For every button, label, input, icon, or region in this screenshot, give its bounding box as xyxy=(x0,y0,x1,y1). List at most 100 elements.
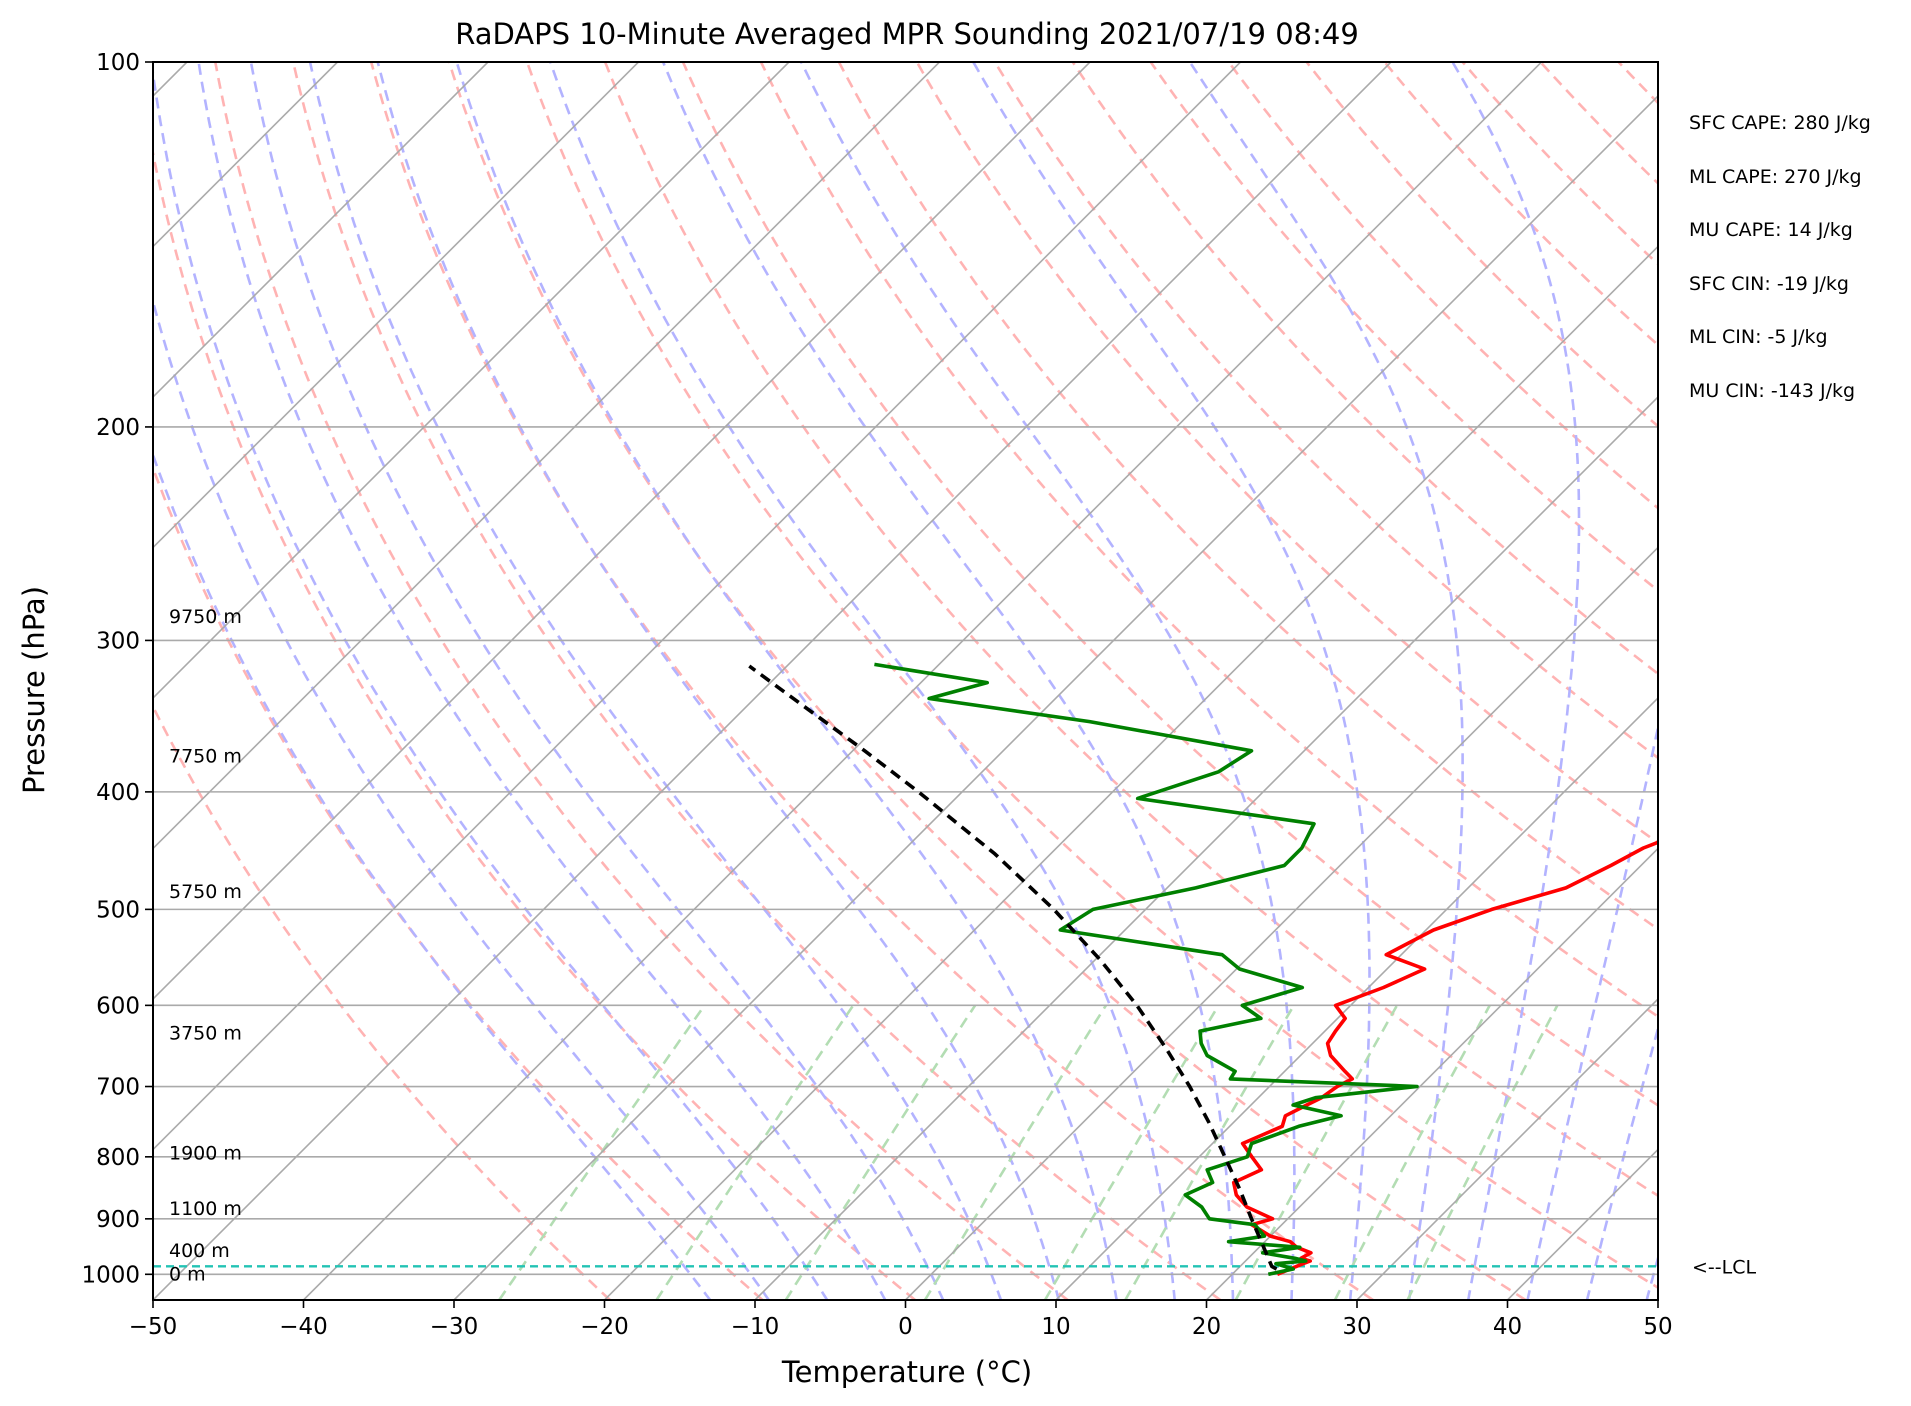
moist-adiabat xyxy=(1188,62,1464,1300)
moist-adiabat xyxy=(308,62,1003,1300)
moist-adiabat xyxy=(249,62,945,1300)
height-label: 400 m xyxy=(169,1240,230,1262)
mixing-ratio-line xyxy=(1406,1004,1559,1300)
moist-adiabat xyxy=(1451,62,1581,1300)
ticks: −50 −40 −30 −20 −10 0 10 20 30 40 50 100 200 300 400 50… xyxy=(81,50,1672,1340)
y-tick-label: 300 xyxy=(96,628,140,654)
moist-adiabat xyxy=(197,62,887,1300)
isotherm xyxy=(153,62,489,399)
height-label: 9750 m xyxy=(169,606,242,628)
mixing-ratio-line xyxy=(655,1004,855,1300)
isotherm xyxy=(153,62,1091,1001)
x-tick-label: 10 xyxy=(1041,1314,1070,1340)
mixing-ratio-line xyxy=(498,1004,706,1300)
dry-adiabat xyxy=(1539,62,1658,186)
isotherm xyxy=(153,62,941,850)
mixing-ratio-line xyxy=(923,1004,1108,1300)
stat-ml-cape: ML CAPE: 270 J/kg xyxy=(1689,166,1862,188)
grid xyxy=(153,62,1658,1300)
height-label: 7750 m xyxy=(169,745,242,767)
mixing-ratio-line xyxy=(1124,1004,1295,1300)
dry-adiabat xyxy=(214,62,1069,1300)
moist-adiabat xyxy=(153,64,829,1300)
x-tick-label: −10 xyxy=(731,1314,780,1340)
dry-adiabat xyxy=(1071,62,1658,676)
series xyxy=(748,662,1658,1277)
isotherm xyxy=(302,62,1543,1300)
moist-adiabat xyxy=(972,62,1371,1300)
dewpoint-profile xyxy=(874,662,1419,1277)
x-tick-label: 0 xyxy=(898,1314,913,1340)
chart-title: RaDAPS 10-Minute Averaged MPR Sounding 2… xyxy=(455,17,1359,51)
y-tick-label: 400 xyxy=(96,780,140,806)
isotherm xyxy=(153,62,1392,1300)
mixing-ratio-line xyxy=(784,1004,977,1300)
isotherm xyxy=(153,62,1242,1151)
dry-adiabat xyxy=(1305,62,1658,428)
dry-adiabat xyxy=(291,62,1222,1300)
x-tick-label: 30 xyxy=(1342,1314,1371,1340)
x-tick-label: −30 xyxy=(430,1314,479,1340)
y-tick-label: 800 xyxy=(96,1145,140,1171)
x-tick-label: 40 xyxy=(1493,1314,1522,1340)
stat-sfc-cape: SFC CAPE: 280 J/kg xyxy=(1689,112,1871,134)
isotherm xyxy=(904,546,1658,1300)
dry-adiabat xyxy=(1149,62,1658,593)
moist-adiabat xyxy=(1585,1023,1658,1300)
height-label: 0 m xyxy=(169,1263,206,1285)
stats-panel: SFC CAPE: 280 J/kg ML CAPE: 270 J/kg MU … xyxy=(1689,112,1871,402)
isotherm xyxy=(153,62,640,549)
parcel-profile xyxy=(748,664,1278,1271)
dry-adiabat xyxy=(603,62,1658,1198)
isotherm xyxy=(1657,1298,1658,1300)
y-tick-label: 900 xyxy=(96,1207,140,1233)
x-axis-label: Temperature (°C) xyxy=(781,1355,1032,1389)
height-label: 3750 m xyxy=(169,1023,242,1045)
y-tick-label: 700 xyxy=(96,1075,140,1101)
moist-adiabat xyxy=(661,62,1235,1300)
y-tick-label: 500 xyxy=(96,897,140,923)
isotherm xyxy=(1205,847,1658,1300)
stat-sfc-cin: SFC CIN: -19 J/kg xyxy=(1689,273,1849,295)
x-tick-label: −50 xyxy=(129,1314,178,1340)
height-label: 5750 m xyxy=(169,881,242,903)
background-lines xyxy=(153,62,1911,1300)
dry-adiabat xyxy=(915,62,1658,845)
stat-ml-cin: ML CIN: -5 J/kg xyxy=(1689,326,1828,348)
dry-adiabat xyxy=(1461,62,1658,266)
dry-adiabat xyxy=(759,62,1658,1019)
dry-adiabat xyxy=(153,464,764,1300)
moist-adiabat xyxy=(376,62,1061,1300)
height-label: 1900 m xyxy=(169,1143,242,1165)
dry-adiabat xyxy=(1383,62,1658,347)
lcl-label: <--LCL xyxy=(1692,1256,1756,1278)
moist-adiabat xyxy=(455,62,1119,1300)
mixing-ratio-line xyxy=(1234,1004,1399,1300)
isotherm xyxy=(453,94,1658,1300)
x-tick-label: 50 xyxy=(1643,1314,1672,1340)
height-label: 1100 m xyxy=(169,1198,242,1220)
isotherm xyxy=(754,395,1658,1300)
mixing-ratio-line xyxy=(1043,1004,1220,1300)
dry-adiabat xyxy=(837,62,1658,931)
x-tick-label: 20 xyxy=(1192,1314,1221,1340)
dry-adiabat xyxy=(681,62,1658,1107)
stat-mu-cin: MU CIN: -143 J/kg xyxy=(1689,380,1855,402)
isotherm xyxy=(1055,696,1658,1300)
dry-adiabat xyxy=(1774,62,1911,1300)
dry-adiabat xyxy=(153,146,916,1300)
x-tick-label: −40 xyxy=(279,1314,328,1340)
isotherm xyxy=(1506,1148,1658,1300)
moist-adiabat xyxy=(1645,1253,1658,1300)
dry-adiabat xyxy=(447,62,1527,1300)
moist-adiabat xyxy=(153,451,712,1300)
dry-adiabat xyxy=(525,62,1658,1290)
temperature-profile xyxy=(1231,840,1658,1276)
y-tick-label: 200 xyxy=(96,415,140,441)
y-axis-label: Pressure (hPa) xyxy=(17,586,51,794)
moist-adiabat xyxy=(153,296,771,1300)
stat-mu-cape: MU CAPE: 14 J/kg xyxy=(1689,219,1853,241)
moist-adiabat xyxy=(1526,721,1658,1300)
